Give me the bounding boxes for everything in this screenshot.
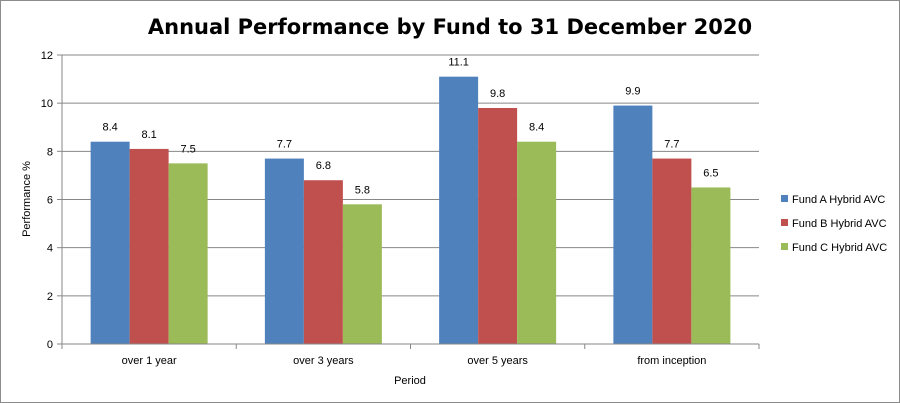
y-tick-label: 10	[41, 98, 53, 110]
x-axis-label: Period	[394, 375, 426, 387]
y-tick-label: 0	[47, 339, 53, 351]
x-tick-label: over 1 year	[122, 355, 177, 367]
data-label: 8.1	[141, 129, 156, 141]
bar	[129, 148, 169, 344]
data-label: 9.9	[625, 86, 640, 98]
bar	[517, 141, 557, 344]
x-tick-label: over 3 years	[293, 355, 354, 367]
data-labels: 8.4 8.1 7.5 7.7 6.8 5.8 11.1 9.8 8.4 9.9 7.7 6.5	[102, 57, 718, 197]
data-label: 6.8	[316, 160, 331, 172]
bar	[90, 141, 130, 344]
y-tick-label: 2	[47, 291, 53, 303]
legend-entry: Fund A Hybrid AVC	[792, 194, 885, 206]
bar	[613, 105, 653, 344]
bar	[168, 163, 208, 344]
bar	[652, 158, 692, 344]
data-label: 7.5	[180, 143, 195, 155]
legend-entry: Fund B Hybrid AVC	[792, 218, 887, 230]
bars	[90, 76, 731, 345]
axes: 0 2 4 6 8 10 12 over 1 year over 3 years over 5 y…	[41, 50, 760, 367]
y-tick-label: 12	[41, 50, 53, 62]
y-tick-label: 8	[47, 146, 53, 158]
legend-swatch	[781, 195, 788, 202]
bar	[478, 107, 518, 344]
data-label: 8.4	[529, 122, 544, 134]
bar	[439, 76, 479, 345]
bar	[691, 187, 731, 344]
legend: Fund A Hybrid AVC Fund B Hybrid AVC Fund C…	[781, 194, 887, 254]
bar	[264, 158, 304, 344]
data-label: 8.4	[102, 122, 117, 134]
bar	[342, 204, 382, 344]
legend-swatch	[781, 219, 788, 226]
data-label: 5.8	[355, 184, 370, 196]
x-tick-label: from inception	[637, 355, 706, 367]
chart-title: Annual Performance by Fund to 31 Decembe…	[148, 15, 752, 39]
data-label: 7.7	[664, 139, 679, 151]
data-label: 11.1	[448, 57, 469, 69]
data-label: 6.5	[703, 167, 718, 179]
data-label: 7.7	[277, 139, 292, 151]
y-axis-label: Performance %	[21, 161, 33, 237]
x-tick-label: over 5 years	[467, 355, 528, 367]
y-tick-label: 6	[47, 195, 53, 207]
y-tick-label: 4	[47, 243, 53, 255]
legend-swatch	[781, 243, 788, 250]
data-label: 9.8	[490, 88, 505, 100]
legend-entry: Fund C Hybrid AVC	[792, 242, 887, 254]
bar	[303, 180, 343, 344]
